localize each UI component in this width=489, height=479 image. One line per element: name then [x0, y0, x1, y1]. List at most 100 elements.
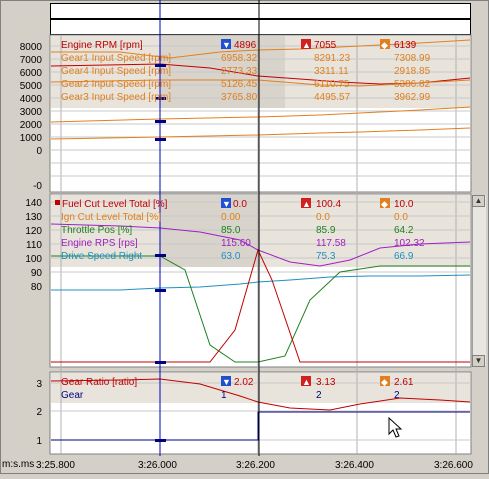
- min-value-icon-glyph: ◆: [381, 40, 388, 50]
- min-value: 2.61: [394, 377, 414, 388]
- x-tick: 3:26.600: [434, 460, 473, 471]
- series-color-swatch: [55, 200, 60, 205]
- max-value-icon: [301, 39, 311, 49]
- scroll-down-arrow-icon[interactable]: ▼: [472, 355, 485, 367]
- p1-ytick: 6000: [20, 68, 43, 79]
- trace-gear: [51, 411, 470, 441]
- x-axis-unit: m:s.ms: [2, 459, 34, 470]
- cursor-value-icon-glyph: ▼: [222, 377, 231, 387]
- cursor-value-icon: [221, 198, 231, 208]
- min-value: 2918.85: [394, 66, 431, 77]
- legend-name: Gear1 Input Speed [rpm]: [61, 53, 171, 64]
- max-value-icon-glyph: ▲: [302, 40, 311, 50]
- min-value: 102.32: [394, 238, 425, 249]
- legend-name: Drive Speed Right: [61, 251, 142, 262]
- max-value: 100.4: [316, 199, 341, 210]
- legend-name: Gear4 Input Speed [rpm]: [61, 66, 171, 77]
- trace-engine-rps: [50, 223, 471, 267]
- max-value: 3311.11: [314, 66, 349, 77]
- panel1-gridlines: [50, 45, 471, 177]
- legend-name: Gear: [61, 390, 84, 401]
- p1-ytick: 1000: [20, 133, 43, 144]
- min-value: 3962.99: [394, 92, 431, 103]
- cursor-value: 0.00: [221, 212, 241, 223]
- cursor-value: 2773.33: [221, 66, 258, 77]
- min-value: 6139: [394, 40, 417, 51]
- cursor-value-icon: [221, 39, 231, 49]
- cursor-value: 85.0: [221, 225, 241, 236]
- cursor-value-icon-glyph: ▼: [222, 199, 231, 209]
- legend-name: Gear Ratio [ratio]: [61, 377, 137, 388]
- p1-ytick: -0: [33, 181, 42, 192]
- max-value-icon-glyph: ▲: [302, 377, 311, 387]
- panel2-cursor-band: [160, 195, 260, 267]
- cursor-value: 115.60: [221, 238, 251, 249]
- max-value: 117.58: [316, 238, 346, 249]
- p2-ytick: 120: [25, 226, 42, 237]
- cursor-value: 1: [221, 390, 227, 401]
- p2-ytick: 100: [25, 254, 42, 265]
- max-value: 2: [316, 390, 322, 401]
- p1-ytick: 3000: [20, 107, 43, 118]
- max-value: 6110.75: [314, 79, 350, 90]
- mouse-pointer-icon: [388, 416, 403, 438]
- legend-name: Engine RPS [rps]: [61, 238, 138, 249]
- x-tick: 3:26.400: [335, 460, 374, 471]
- cursor-value-markers: [155, 64, 166, 442]
- p1-ytick: 5000: [20, 81, 43, 92]
- p2-ytick: 80: [31, 282, 43, 293]
- max-value: 0.0: [316, 212, 330, 223]
- panel2-y-axis: 140 130 120 110 100 90 80: [25, 198, 42, 293]
- panel3-legend: Gear Ratio [ratio] Gear ▼ ▲ ◆ 2.02 3.13 …: [61, 376, 414, 401]
- p1-ytick: 8000: [20, 42, 43, 53]
- trace-throttle-pos: [51, 255, 470, 363]
- trace-gear-ratio: [50, 378, 471, 411]
- x-axis: m:s.ms 3:25.800 3:26.000 3:26.200 3:26.4…: [2, 459, 473, 471]
- x-tick: 3:26.000: [138, 460, 177, 471]
- min-value: 64.2: [394, 225, 414, 236]
- p2-ytick: 140: [25, 198, 42, 209]
- p1-ytick: 7000: [20, 55, 43, 66]
- max-value: 3.13: [316, 377, 336, 388]
- panel1-y-axis: 8000 7000 6000 5000 4000 3000 2000 1000 …: [20, 42, 43, 192]
- legend-name: Throttle Pos [%]: [61, 225, 132, 236]
- min-value-icon-glyph: ◆: [381, 199, 388, 209]
- x-tick: 3:25.800: [36, 460, 75, 471]
- max-value-icon: [301, 198, 311, 208]
- max-value: 8291.23: [314, 53, 351, 64]
- min-value: 7308.99: [394, 53, 431, 64]
- min-value-icon: [380, 39, 390, 49]
- panel1-legend: Engine RPM [rpm] Gear1 Input Speed [rpm]…: [61, 39, 431, 103]
- p3-ytick: 2: [36, 407, 42, 418]
- min-value: 66.9: [394, 251, 414, 262]
- legend-name: Gear3 Input Speed [rpm]: [61, 92, 171, 103]
- max-value: 75.3: [316, 251, 336, 262]
- p1-ytick: 2000: [20, 120, 43, 131]
- top-strip-1[interactable]: [50, 3, 471, 19]
- panel2-gridlines: [50, 201, 471, 273]
- panel2-scrollbar[interactable]: [472, 195, 486, 366]
- legend-name: Gear2 Input Speed [rpm]: [61, 79, 171, 90]
- scroll-up-arrow-icon[interactable]: ▲: [472, 195, 485, 207]
- cursor-value: 5126.45: [221, 79, 258, 90]
- cursor-value: 63.0: [221, 251, 241, 262]
- x-tick: 3:26.200: [236, 460, 275, 471]
- p2-ytick: 90: [31, 268, 43, 279]
- min-value: 2: [394, 390, 400, 401]
- cursor-value: 4896: [234, 40, 257, 51]
- p3-ytick: 1: [36, 436, 42, 447]
- min-value: 0.0: [394, 212, 408, 223]
- min-value: 5386.82: [394, 79, 431, 90]
- min-value-icon: [380, 376, 390, 386]
- legend-name: Ign Cut Level Total [%]: [61, 212, 161, 223]
- cursor-value: 6958.32: [221, 53, 258, 64]
- cursor-value: 0.0: [233, 199, 247, 210]
- panel2-legend: Fuel Cut Level Total [%] Ign Cut Level T…: [55, 198, 425, 262]
- max-value-icon: [301, 376, 311, 386]
- trace-fuel-cut-level: [51, 248, 470, 363]
- max-value-icon-glyph: ▲: [302, 199, 311, 209]
- panel3-y-axis: 3 2 1: [36, 379, 42, 447]
- p2-ytick: 130: [25, 212, 42, 223]
- max-value: 4495.57: [314, 92, 351, 103]
